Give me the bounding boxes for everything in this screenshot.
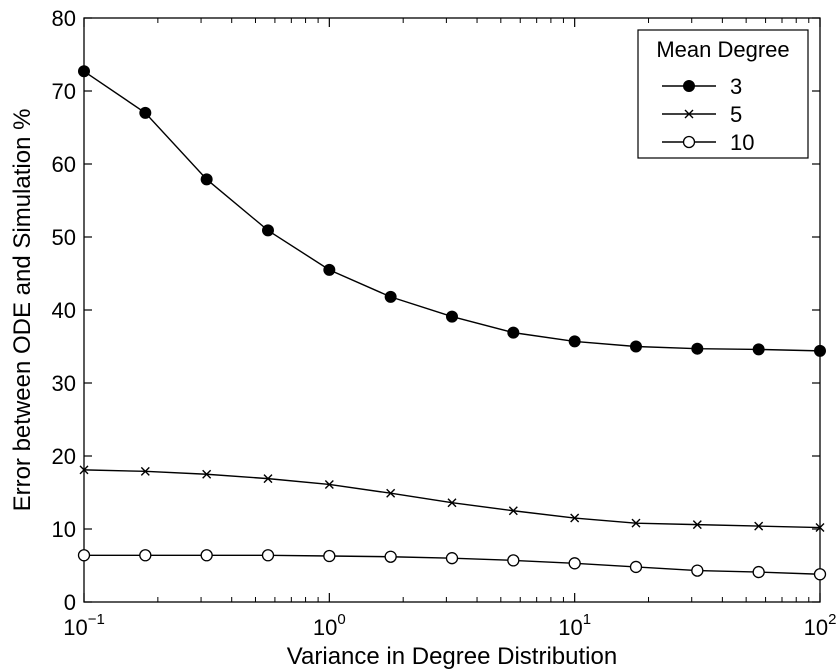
legend-marker [684,109,694,119]
legend: Mean Degree 3 5 10 [637,29,809,159]
legend-entry-5: 5 [662,102,742,127]
data-point [324,479,334,489]
x-tick-label: 101 [558,611,591,640]
data-point [384,550,397,563]
x-tick-exponent: 0 [337,611,345,628]
data-point [507,326,520,339]
data-point [691,342,704,355]
y-tick-label: 10 [52,517,76,542]
data-point [629,340,642,353]
x-tick-base: 10 [313,615,337,640]
data-point [200,549,213,562]
data-point [445,310,458,323]
legend-marker [682,135,696,149]
series-5 [79,465,825,533]
data-point [568,335,581,348]
legend-entry-10: 10 [662,130,754,155]
data-point [570,513,580,523]
data-point [507,554,520,567]
data-point [261,549,275,562]
data-point [386,488,396,498]
data-point [78,65,90,78]
data-point [79,465,89,475]
data-point [139,106,152,119]
legend-label: 5 [730,102,742,127]
data-point [200,173,213,186]
data-point [813,568,827,581]
data-point [263,474,273,484]
x-tick-exponent: 1 [583,611,591,628]
x-tick-label: 10−1 [63,611,105,640]
y-tick-label: 50 [52,225,76,250]
y-tick-label: 0 [64,590,76,615]
data-point [323,549,336,563]
data-point [754,521,764,531]
data-point [568,557,581,570]
y-tick-label: 60 [52,152,76,177]
legend-entry-3: 3 [662,74,742,99]
x-tick-exponent: −1 [88,611,105,628]
data-point [752,343,765,356]
data-point [815,523,825,533]
data-point [631,518,641,528]
data-point [508,506,518,516]
legend-label: 10 [730,130,754,155]
data-point [139,549,152,562]
legend-box [637,29,809,159]
y-tick-label: 30 [52,371,76,396]
data-point [445,552,459,565]
x-axis-ticks: 10−1 100 101 102 [63,18,836,640]
data-point [629,560,643,574]
y-axis-ticks: 0 10 20 30 40 50 60 70 80 [52,6,820,615]
y-axis-label: Error between ODE and Simulation % [9,109,36,512]
data-point [384,290,397,303]
y-tick-label: 40 [52,298,76,323]
y-tick-label: 20 [52,444,76,469]
x-tick-base: 10 [558,615,582,640]
legend-title: Mean Degree [656,37,789,62]
x-axis-label: Variance in Degree Distribution [287,643,617,670]
x-tick-base: 10 [804,615,828,640]
y-tick-label: 80 [52,6,76,31]
series-10 [77,549,827,581]
series-3 [78,65,826,357]
data-point [77,549,91,562]
data-point [692,520,702,530]
data-point [691,564,704,577]
x-tick-exponent: 2 [828,611,836,628]
data-point [447,498,457,508]
data-point [261,224,274,237]
legend-label: 3 [730,74,742,99]
data-point [140,466,150,476]
data-point [814,344,826,357]
series-line-5 [83,469,821,529]
series-layer [77,65,827,581]
x-tick-label: 100 [313,611,346,640]
y-tick-label: 70 [52,79,76,104]
data-point [202,469,212,479]
x-tick-label: 102 [804,611,837,640]
x-tick-base: 10 [63,615,87,640]
legend-marker [683,80,695,92]
data-point [752,565,765,579]
data-point [323,263,336,276]
